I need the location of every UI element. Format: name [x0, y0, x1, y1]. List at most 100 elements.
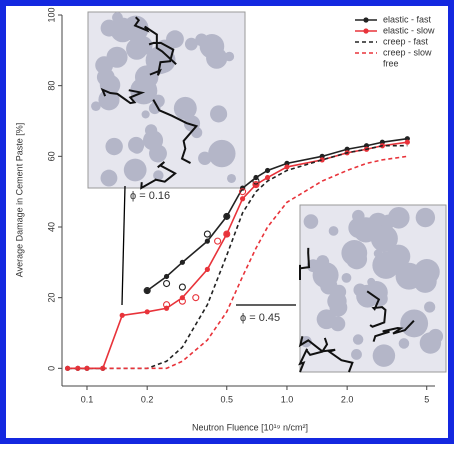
- inset-crack: [366, 290, 387, 328]
- inset-particle: [91, 101, 101, 111]
- inset-particle: [364, 280, 388, 304]
- data-point: [223, 212, 231, 220]
- inset-particle: [415, 207, 436, 228]
- inset-particle: [372, 251, 400, 279]
- data-point: [163, 301, 171, 309]
- inset-particle: [123, 158, 147, 182]
- legend-marker: [363, 28, 369, 34]
- inset-crack: [298, 337, 329, 373]
- annotation: ϕ = 0.45: [240, 312, 280, 324]
- data-point: [192, 294, 200, 302]
- y-tick-label: 100: [46, 7, 56, 22]
- inset-particle: [303, 214, 319, 229]
- series-marker: [319, 157, 325, 163]
- inset-particle: [226, 173, 236, 183]
- inset-particle: [153, 170, 164, 181]
- series-marker: [224, 231, 230, 237]
- inset-particle: [387, 206, 410, 229]
- series-line: [67, 155, 408, 370]
- y-tick-label: 40: [46, 222, 56, 232]
- inset-particle: [328, 226, 339, 236]
- data-point: [143, 287, 151, 295]
- x-tick-label: 1.0: [281, 394, 294, 404]
- inset-particle: [149, 53, 167, 71]
- annotation-arrow: [121, 185, 126, 306]
- inset-particle: [413, 269, 437, 293]
- inset-particle: [148, 102, 161, 115]
- legend-label: elastic - fast: [383, 14, 432, 24]
- inset-crack: [140, 161, 177, 190]
- inset-particle: [144, 124, 158, 137]
- x-tick-label: 0.2: [141, 394, 154, 404]
- data-point: [252, 177, 260, 185]
- inset-crack: [152, 99, 199, 164]
- data-point: [214, 237, 222, 245]
- series-marker: [264, 167, 271, 174]
- inset-particle: [370, 225, 398, 253]
- y-tick-label: 0: [46, 366, 56, 371]
- inset-particle: [210, 105, 228, 123]
- inset-particle: [173, 96, 197, 120]
- series-marker: [239, 196, 246, 202]
- series-marker: [144, 288, 150, 294]
- inset-particle: [149, 144, 167, 163]
- series-marker: [84, 365, 90, 371]
- inset-particle: [136, 71, 145, 81]
- inset-particle: [100, 169, 118, 187]
- annotation: ϕ = 0.16: [130, 190, 170, 202]
- inset-particle: [424, 301, 436, 313]
- series-marker: [163, 273, 170, 280]
- y-axis-label: Average Damage in Cement Paste [%]: [14, 123, 24, 277]
- inset-particle: [130, 141, 144, 154]
- series-marker: [204, 238, 210, 244]
- inset-particle: [105, 137, 123, 156]
- inset-particle: [351, 349, 362, 360]
- inset-particle: [141, 110, 150, 119]
- inset-particle: [199, 34, 225, 59]
- inset-micrograph: [87, 11, 246, 190]
- series-marker: [224, 213, 230, 219]
- inset-particle: [346, 248, 368, 270]
- inset-particle: [316, 255, 330, 269]
- inset-crack: [100, 87, 146, 105]
- inset-crack: [148, 41, 175, 76]
- series-marker: [179, 259, 185, 265]
- series-marker: [204, 266, 210, 272]
- inset-particle: [198, 151, 212, 165]
- x-tick-label: 2.0: [341, 394, 354, 404]
- legend-label: free: [383, 58, 399, 68]
- inset-particle: [367, 277, 376, 286]
- inset-particle: [208, 139, 236, 168]
- series-marker: [119, 312, 125, 318]
- data-point: [239, 188, 247, 196]
- data-point: [178, 283, 186, 291]
- series-marker: [284, 164, 290, 170]
- inset-crack: [298, 336, 354, 373]
- data-point: [178, 297, 186, 305]
- series-marker: [264, 174, 271, 181]
- y-tick-label: 60: [46, 151, 56, 161]
- data-point: [223, 230, 231, 238]
- inset-particle: [112, 12, 123, 23]
- x-tick-label: 0.5: [220, 394, 233, 404]
- legend-label: creep - slow: [383, 47, 432, 57]
- data-point: [252, 181, 260, 189]
- series-marker: [144, 309, 150, 315]
- inset-particle: [130, 77, 158, 105]
- inset-particle: [110, 17, 135, 43]
- inset-particle: [184, 37, 198, 51]
- y-tick-label: 80: [46, 81, 56, 91]
- legend-label: elastic - slow: [383, 25, 435, 35]
- data-point: [203, 230, 211, 238]
- legend-marker: [363, 17, 369, 23]
- x-tick-label: 0.1: [81, 394, 94, 404]
- inset-crack: [133, 16, 177, 66]
- inset-particle: [341, 273, 352, 283]
- inset-particle: [191, 127, 203, 139]
- data-point: [163, 279, 171, 288]
- inset-particle: [400, 309, 429, 338]
- inset-particle: [327, 291, 347, 311]
- y-tick-label: 20: [46, 293, 56, 303]
- inset-particle: [398, 338, 410, 349]
